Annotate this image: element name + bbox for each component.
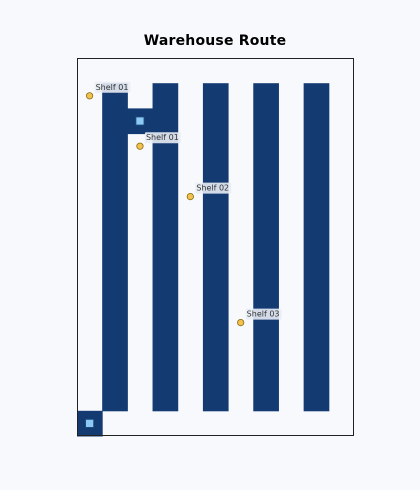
shelf-marker-2 (136, 142, 144, 150)
shelf-marker-1 (85, 92, 94, 100)
shelf-marker-label-4: Shelf 03 (247, 310, 280, 319)
shelf-marker-label-3: Shelf 02 (196, 184, 229, 193)
map-frame (77, 58, 354, 436)
shelf-column-4 (253, 83, 279, 412)
shelf-marker-3 (186, 193, 194, 201)
shelf-marker-4 (237, 318, 245, 327)
shelf-marker-label-2: Shelf 01 (146, 133, 179, 142)
shelf-marker-label-bg-4 (245, 308, 282, 320)
shelf-marker-label-bg-3 (195, 182, 232, 194)
shelf-marker-label-1: Shelf 01 (96, 83, 129, 92)
connector-waypoint (135, 116, 145, 126)
shelf-marker-label-bg-1 (94, 81, 131, 93)
shelf-column-3 (202, 83, 229, 412)
start-waypoint (85, 418, 94, 428)
shelf-column-5 (303, 83, 330, 412)
shelf-column-1 (102, 83, 128, 412)
figure-title: Warehouse Route (143, 33, 287, 49)
shelf-marker-label-bg-2 (144, 132, 181, 144)
